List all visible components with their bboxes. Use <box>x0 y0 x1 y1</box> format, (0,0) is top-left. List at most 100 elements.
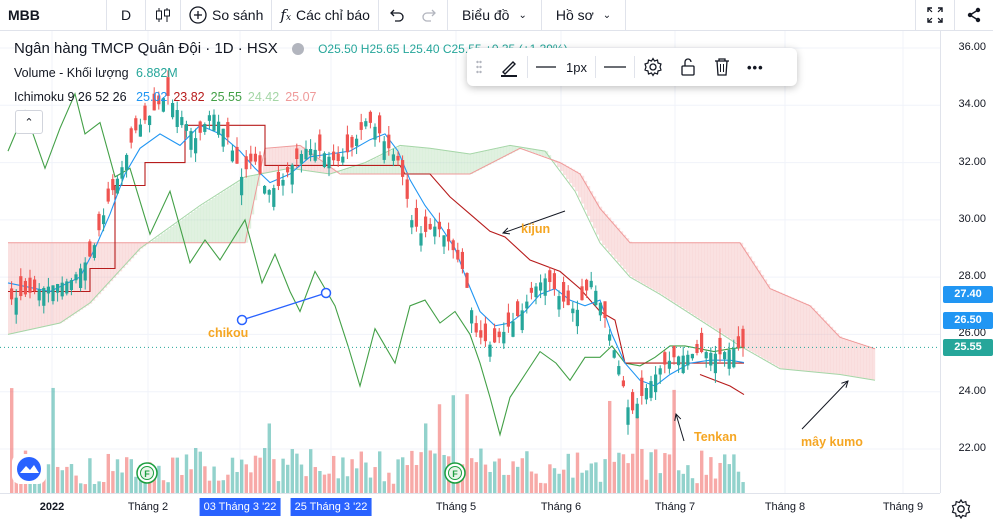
time-label: Tháng 2 <box>127 501 169 513</box>
kumo-cloud-strip <box>602 210 606 246</box>
time-label: 25 Tháng 3 '22 <box>290 498 372 516</box>
settings-button[interactable] <box>635 48 671 86</box>
kumo-arrow <box>841 380 849 388</box>
kumo-cloud-strip <box>545 151 549 158</box>
candles-style-button[interactable] <box>146 0 181 30</box>
profile-menu[interactable]: Hồ sơ ⌄ <box>542 0 627 30</box>
candle-body <box>626 407 630 425</box>
candle-body <box>594 290 598 306</box>
volume-bar <box>42 471 46 493</box>
volume-bar <box>557 473 561 493</box>
kumo-cloud-strip <box>542 150 546 157</box>
kumo-cloud-strip <box>329 166 333 174</box>
top-toolbar: MBB D So sánh fx Các chỉ báo Biểu đồ ⌄ H… <box>0 0 993 31</box>
price-axis[interactable]: 36.00 34.00 32.00 30.00 28.00 26.00 24.00 22.00… <box>940 31 993 493</box>
candle-body <box>33 279 37 292</box>
axis-settings-button[interactable] <box>950 498 972 520</box>
redo-button[interactable] <box>413 0 448 30</box>
kumo-cloud-strip <box>821 317 825 373</box>
candle-body <box>244 156 248 170</box>
kumo-cloud-strip <box>410 146 414 175</box>
kumo-cloud-strip <box>578 172 582 198</box>
lock-button[interactable] <box>671 48 705 86</box>
kumo-cloud-strip <box>431 148 435 175</box>
kijun-sen-line <box>8 124 744 364</box>
line-style-icon <box>603 66 626 68</box>
drag-handle-icon[interactable] <box>467 48 491 86</box>
volume-bar <box>598 481 603 493</box>
mountain-logo-icon <box>17 457 41 481</box>
kumo-cloud-strip <box>764 279 768 360</box>
candle-body <box>350 136 354 148</box>
volume-bar <box>309 449 313 493</box>
line-style-button[interactable] <box>596 48 634 86</box>
symbol-search[interactable]: MBB <box>0 0 107 30</box>
compare-label: So sánh <box>212 7 264 23</box>
kumo-cloud-strip <box>725 242 729 337</box>
volume-bar <box>571 477 575 493</box>
indicators-button[interactable]: fx Các chỉ báo <box>272 0 379 30</box>
volume-bar <box>281 458 285 493</box>
volume-bar <box>345 476 350 493</box>
compare-button[interactable]: So sánh <box>181 0 273 30</box>
chikou-annotation[interactable]: chikou <box>208 326 249 340</box>
kumo-cloud-strip <box>86 242 90 306</box>
kumo-annotation[interactable]: mây kumo <box>801 435 863 449</box>
kijun-arrow <box>502 210 566 234</box>
candle-body <box>281 179 285 186</box>
delete-button[interactable] <box>705 48 739 86</box>
kumo-cloud-strip <box>617 227 621 263</box>
kumo-cloud-strip <box>122 242 126 269</box>
gear-icon <box>951 498 971 520</box>
volume-bar <box>359 451 363 493</box>
collapse-legend-button[interactable]: ⌃ <box>15 110 43 134</box>
minus-circle-icon[interactable] <box>291 43 304 56</box>
ichimoku-value: 23.82 <box>173 90 205 104</box>
kumo-cloud-strip <box>761 274 765 358</box>
volume-bar <box>539 482 543 493</box>
fullscreen-button[interactable] <box>915 0 955 30</box>
kumo-cloud-strip <box>215 195 219 243</box>
kijun-annotation[interactable]: kijun <box>521 222 551 236</box>
kumo-cloud-strip <box>314 155 318 172</box>
chart-type-menu[interactable]: Biểu đồ ⌄ <box>448 0 542 30</box>
kumo-cloud-strip <box>434 148 438 175</box>
candle-body <box>230 150 234 162</box>
unlock-icon <box>681 58 695 76</box>
legend-volume-row[interactable]: Volume - Khối lượng 6.882M <box>14 66 178 80</box>
kumo-cloud-strip <box>104 242 108 288</box>
candle-body <box>410 220 414 228</box>
kumo-cloud-strip <box>449 150 453 175</box>
volume-bar <box>336 478 340 493</box>
time-axis[interactable]: 2022 Tháng 2 03 Tháng 3 '22 25 Tháng 3 '22 T… <box>0 493 940 526</box>
kumo-cloud-strip <box>62 242 66 322</box>
more-options-button[interactable]: ••• <box>739 48 772 86</box>
candle-body <box>736 336 740 348</box>
candle-body <box>479 330 483 338</box>
candle-body <box>74 274 78 281</box>
line-width-button[interactable]: 1px <box>528 48 595 86</box>
chikou-span-line <box>7 92 745 437</box>
line-color-button[interactable] <box>491 48 527 86</box>
kumo-cloud-strip <box>803 302 807 371</box>
tenkan-annotation[interactable]: Tenkan <box>694 430 737 444</box>
share-button[interactable] <box>955 0 993 30</box>
kumo-cloud-strip <box>611 221 615 256</box>
kumo-cloud-strip <box>614 224 618 259</box>
candle-body <box>686 354 690 366</box>
interval-button[interactable]: D <box>107 0 146 30</box>
chart-logo-button[interactable] <box>12 454 46 484</box>
volume-bar <box>456 480 460 493</box>
candle-body <box>488 344 492 357</box>
candle-body <box>414 207 418 227</box>
kumo-cloud-strip <box>593 196 597 229</box>
kumo-cloud-strip <box>119 242 123 272</box>
undo-button[interactable] <box>379 0 413 30</box>
volume-bar <box>244 464 248 493</box>
legend-ichimoku-row[interactable]: Ichimoku 9 26 52 26 25.02 23.82 25.55 24.42… <box>14 90 316 104</box>
kumo-cloud-strip <box>71 242 75 316</box>
kumo-cloud-strip <box>704 242 708 323</box>
candle-body <box>148 115 152 126</box>
